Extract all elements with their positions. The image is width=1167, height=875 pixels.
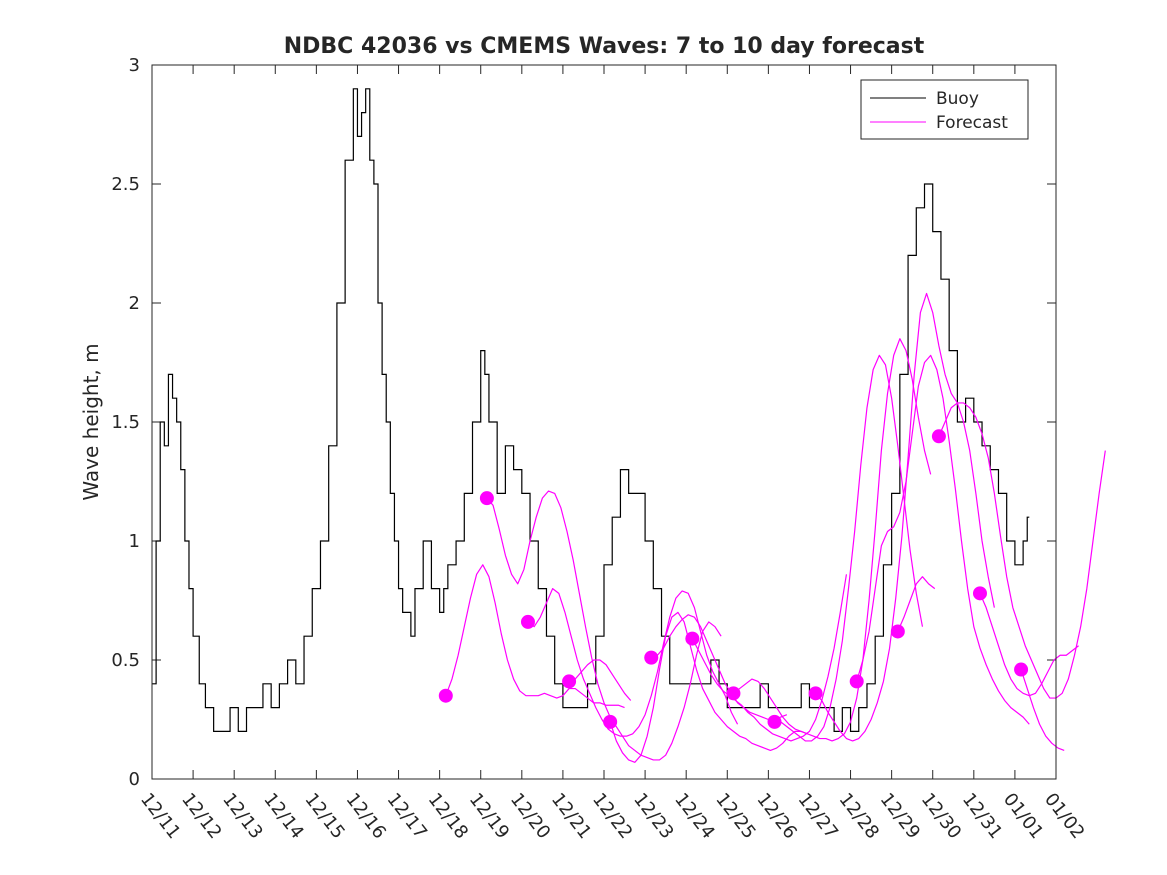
y-tick-label: 0.5 [111,650,140,671]
forecast-start-marker [767,714,782,729]
buoy-series-line [152,88,1030,732]
forecast-start-marker [931,429,946,444]
forecast-series-line [609,611,808,763]
forecast-start-marker [849,674,864,689]
plot-area [152,65,1056,779]
forecast-series-line [897,576,936,632]
forecast-start-marker [562,674,577,689]
y-tick-label: 3 [129,55,140,76]
plot-frame [151,64,1057,780]
forecast-series-line [1020,669,1065,751]
y-tick-label: 2 [129,293,140,314]
chart-title: NDBC 42036 vs CMEMS Waves: 7 to 10 day f… [284,34,925,59]
forecast-start-marker [972,586,987,601]
legend-label-buoy: Buoy [936,89,979,109]
y-tick-label: 1.5 [111,412,140,433]
forecast-series-line [651,614,788,721]
forecast-series-line [938,402,1106,699]
forecast-start-marker [644,650,659,665]
forecast-series-line [445,564,625,709]
forecast-start-marker [479,491,494,506]
forecast-series-line [856,354,1030,725]
legend-label-forecast: Forecast [936,113,1008,133]
forecast-start-marker [890,624,905,639]
forecast-start-marker [438,688,453,703]
y-tick-label: 2.5 [111,174,140,195]
forecast-series-line [568,659,632,701]
y-axis-label: Wave height, m [79,343,103,500]
forecast-series-line [486,490,722,761]
forecast-series-line [733,338,932,742]
y-tick-label: 1 [129,531,140,552]
forecast-start-marker [520,614,535,629]
forecast-start-marker [726,686,741,701]
forecast-start-marker [685,631,700,646]
marker-layer [438,429,1029,729]
legend: Buoy Forecast [860,79,1029,140]
series-layer [152,88,1106,763]
forecast-series-line [527,587,739,737]
forecast-start-marker [1014,662,1029,677]
y-tick-label: 0 [129,769,140,790]
forecast-series-line [815,292,995,742]
forecast-start-marker [808,686,823,701]
forecast-start-marker [603,714,618,729]
forecast-series-line [691,574,848,742]
forecast-series-line [774,354,924,742]
legend-box [860,79,1029,140]
